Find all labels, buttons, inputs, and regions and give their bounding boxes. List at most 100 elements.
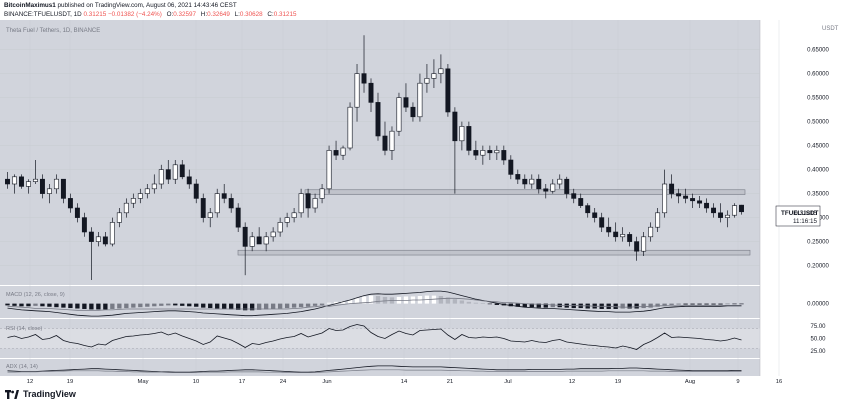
y-tick-label: 0.65000	[807, 48, 829, 54]
macd-histogram-bar	[431, 295, 437, 304]
candle-down	[368, 82, 374, 103]
price-chart[interactable]: 0.65000 0.60000 0.55000 0.50000 0.45000 0.400…	[0, 20, 850, 386]
macd-histogram-bar	[229, 303, 234, 310]
candle-up	[529, 178, 535, 185]
macd-histogram-bar	[550, 303, 555, 308]
y-tick-label: 0.55000	[807, 96, 829, 102]
candle-up	[109, 222, 115, 245]
candle-down	[410, 106, 416, 118]
macd-histogram-bar	[243, 303, 248, 311]
macd-histogram-bar	[732, 303, 737, 305]
macd-histogram-bar	[26, 303, 31, 307]
rsi-pane[interactable]	[0, 319, 760, 358]
y-tick-label: 0.45000	[807, 144, 829, 150]
symbol-ohlc-line: BINANCE:TFUELUSDT, 1D 0.31215 −0.01382 (…	[4, 10, 296, 19]
macd-histogram-bar	[61, 303, 66, 308]
grid-lines	[0, 20, 780, 376]
macd-histogram-bar	[312, 303, 318, 306]
low-label: L:	[234, 11, 240, 18]
candle-up	[347, 106, 353, 149]
candle-down	[697, 200, 703, 204]
candle-down	[683, 195, 689, 199]
price-axis[interactable]	[760, 20, 850, 376]
candle-up	[130, 198, 136, 204]
candle-down	[179, 164, 185, 178]
macd-line	[7, 290, 742, 317]
rsi-label: RSI (14, close)	[6, 326, 43, 332]
macd-histogram-bar	[5, 303, 10, 306]
macd-label: MACD (12, 26, close, 9)	[6, 292, 65, 298]
adx-pane[interactable]	[0, 359, 760, 376]
candle-down	[515, 174, 521, 180]
macd-histogram-bar	[445, 297, 451, 304]
candle-down	[60, 178, 66, 199]
macd-histogram-bar	[236, 303, 241, 310]
macd-histogram-bar	[333, 301, 339, 304]
macd-histogram-bar	[536, 303, 541, 308]
author-name[interactable]: BitcoinMaximus1	[4, 2, 56, 9]
candle-up	[725, 214, 730, 218]
candle-up	[95, 236, 101, 242]
tradingview-brand[interactable]: TradingView	[5, 389, 76, 399]
candle-down	[508, 159, 514, 175]
candle-down	[571, 193, 577, 199]
macd-histogram-bar	[697, 303, 702, 305]
symbol-interval: BINANCE:TFUELUSDT, 1D	[4, 11, 82, 18]
adx-line	[7, 365, 742, 373]
time-axis[interactable]	[0, 376, 760, 386]
candle-down	[88, 231, 94, 242]
macd-histogram-bar	[655, 303, 660, 307]
x-tick-label: 19	[67, 379, 73, 385]
macd-histogram-bar	[215, 303, 220, 309]
candle-down	[74, 207, 80, 218]
x-tick-label: 10	[193, 379, 199, 385]
macd-indicator	[5, 290, 744, 317]
x-tick-label: 17	[239, 379, 245, 385]
candle-up	[340, 147, 346, 156]
macd-histogram-bar	[466, 301, 472, 304]
macd-histogram-bar	[452, 299, 458, 304]
chart-header: BitcoinMaximus1 published on TradingView…	[0, 0, 850, 20]
candle-down	[305, 193, 311, 209]
candle-down	[235, 207, 241, 228]
rsi-band	[0, 328, 760, 349]
macd-signal-line	[7, 297, 742, 311]
candle-up	[32, 178, 38, 182]
main-pane[interactable]	[0, 20, 760, 285]
candle-down	[382, 135, 388, 151]
macd-histogram-bar	[201, 303, 206, 308]
symbol-price-tag[interactable]: TFUELUSDT 0.31215 11:16:15	[775, 205, 821, 227]
macd-histogram-bar	[690, 303, 695, 305]
candle-up	[550, 183, 556, 192]
low-value: 0.30628	[239, 11, 263, 18]
candle-down	[256, 236, 262, 245]
macd-histogram-bar	[515, 303, 520, 307]
adx-indicator	[7, 365, 742, 373]
support-zone	[237, 249, 751, 256]
x-tick-label: Aug	[685, 379, 695, 385]
macd-histogram-bar	[249, 303, 255, 311]
macd-histogram-bar	[571, 303, 576, 309]
x-tick-label: 12	[569, 379, 575, 385]
candle-up	[312, 198, 318, 209]
macd-histogram-bar	[68, 303, 73, 309]
macd-histogram-bar	[54, 303, 59, 308]
macd-histogram-bar	[634, 303, 639, 309]
macd-histogram-bar	[375, 296, 381, 304]
candle-down	[711, 207, 717, 214]
candle-down	[445, 68, 451, 113]
candle-up	[46, 188, 52, 194]
macd-histogram-bar	[662, 303, 667, 306]
y-tick-label: 0.50000	[807, 120, 829, 126]
candle-down	[242, 226, 248, 247]
candle-down	[543, 188, 549, 192]
candle-up	[172, 164, 178, 180]
candle-up	[263, 236, 269, 245]
macd-histogram-bar	[117, 303, 122, 309]
candle-up	[494, 150, 500, 154]
candle-down	[718, 212, 724, 218]
macd-histogram-bar	[340, 300, 346, 304]
macd-histogram-bar	[180, 303, 185, 306]
chart-title: Theta Fuel / Tethers, 1D, BINANCE	[6, 28, 100, 34]
x-tick-label: 24	[280, 379, 287, 385]
